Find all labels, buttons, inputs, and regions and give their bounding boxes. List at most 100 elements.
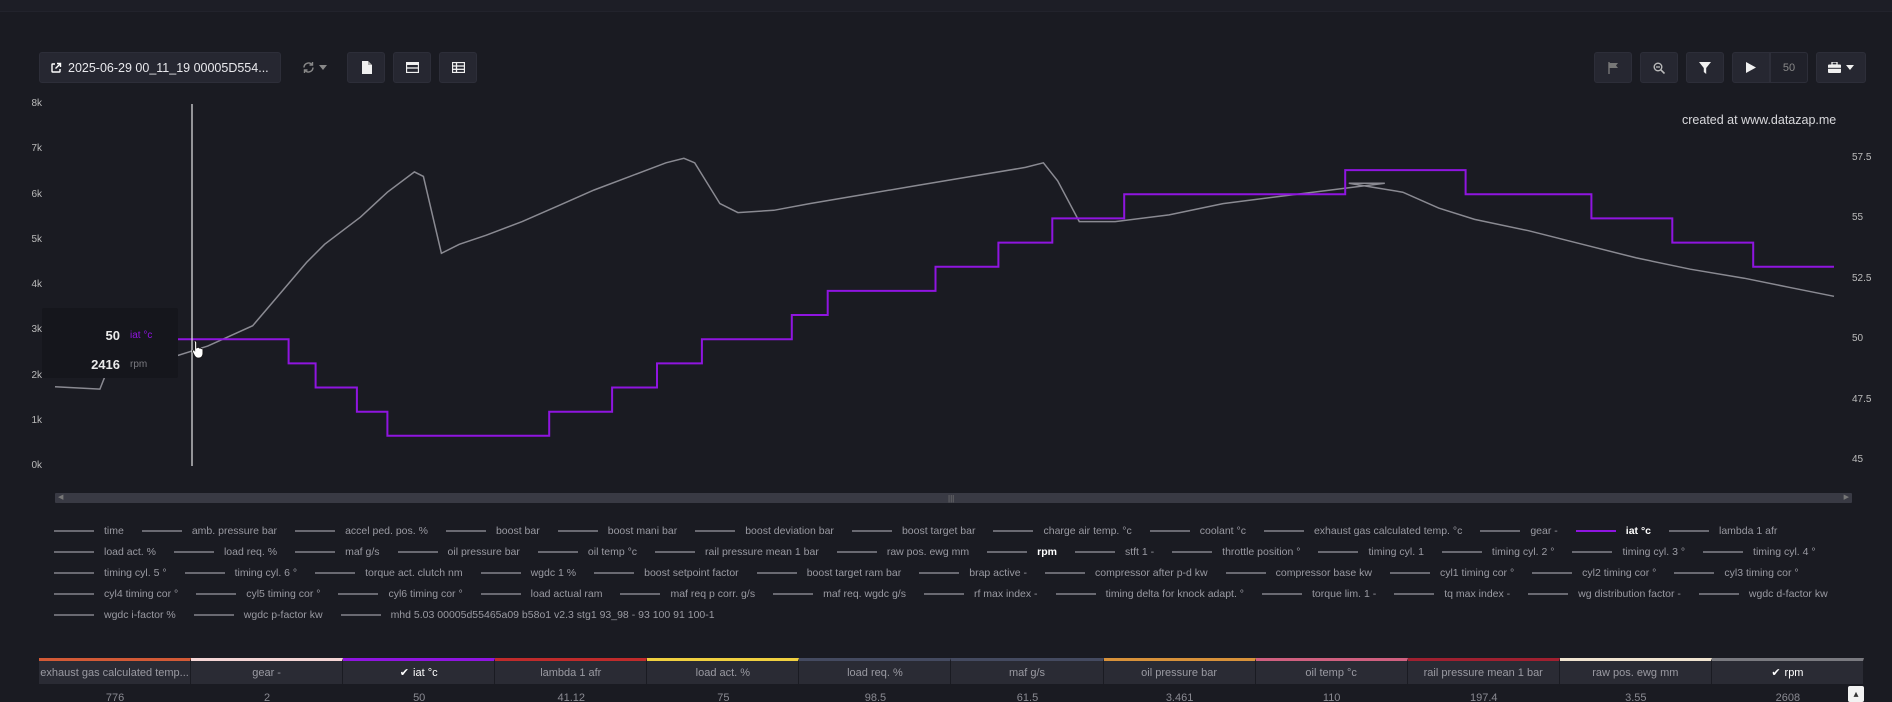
- legend-label: timing cyl. 4 °: [1753, 545, 1816, 558]
- legend-label: load actual ram: [530, 587, 603, 600]
- legend-item[interactable]: tq max index -: [1394, 583, 1510, 604]
- column-header[interactable]: load act. %: [647, 658, 800, 684]
- column-header[interactable]: lambda 1 afr: [495, 658, 648, 684]
- layout-button[interactable]: [393, 52, 431, 83]
- column-header[interactable]: load req. %: [799, 658, 952, 684]
- column-header[interactable]: gear -: [191, 658, 344, 684]
- legend-label: timing cyl. 6 °: [234, 566, 298, 579]
- legend-swatch: [295, 550, 336, 553]
- scroll-left-icon[interactable]: ◀: [58, 494, 64, 501]
- file-button[interactable]: [347, 52, 385, 83]
- collapse-icon[interactable]: ▴: [1848, 686, 1864, 702]
- legend-swatch: [851, 529, 892, 532]
- legend-item[interactable]: wgdc i-factor %: [54, 604, 176, 625]
- legend-swatch: [1318, 550, 1359, 553]
- legend-item[interactable]: raw pos. ewg mm: [836, 541, 969, 562]
- column-header[interactable]: oil pressure bar: [1103, 658, 1256, 684]
- legend-item[interactable]: cyl5 timing cor °: [196, 583, 320, 604]
- scroll-grip-icon[interactable]: |||: [948, 494, 955, 503]
- check-icon: ✔: [1771, 667, 1781, 679]
- legend-item[interactable]: throttle position °: [1172, 541, 1300, 562]
- legend-item[interactable]: brap active -: [919, 562, 1027, 583]
- legend-item[interactable]: exhaust gas calculated temp. °c: [1263, 520, 1462, 541]
- external-link-icon: [50, 62, 62, 74]
- legend-item[interactable]: load req. %: [173, 541, 277, 562]
- scroll-right-icon[interactable]: ▶: [1843, 494, 1849, 501]
- legend-item[interactable]: lambda 1 afr: [1669, 520, 1777, 541]
- legend-item[interactable]: torque act. clutch nm: [315, 562, 463, 583]
- legend-item[interactable]: cyl2 timing cor °: [1532, 562, 1656, 583]
- legend-item[interactable]: timing cyl. 2 °: [1441, 541, 1554, 562]
- legend-item[interactable]: cyl1 timing cor °: [1389, 562, 1514, 583]
- playback-speed-field[interactable]: 50: [1770, 52, 1808, 83]
- legend-item[interactable]: load actual ram: [480, 583, 603, 604]
- table-view-button[interactable]: [439, 52, 477, 83]
- legend-item[interactable]: boost target bar: [851, 520, 975, 541]
- column-header[interactable]: ✔ iat °c: [343, 658, 496, 684]
- legend-item[interactable]: boost deviation bar: [695, 520, 834, 541]
- legend-item[interactable]: torque lim. 1 -: [1262, 583, 1376, 604]
- hover-tooltip: 50 iat °c 2416 rpm: [42, 308, 178, 378]
- legend-swatch: [196, 592, 237, 595]
- legend-item[interactable]: mhd 5.03 00005d55465a09 b58o1 v2.3 stg1 …: [340, 604, 715, 625]
- legend-item[interactable]: rf max index -: [923, 583, 1038, 604]
- legend-item[interactable]: timing cyl. 5 °: [54, 562, 167, 583]
- tools-dropdown-button[interactable]: [1816, 52, 1866, 83]
- zoom-out-button[interactable]: [1640, 52, 1678, 83]
- legend-item[interactable]: rpm: [987, 541, 1057, 562]
- legend-item[interactable]: boost mani bar: [557, 520, 677, 541]
- legend-item[interactable]: maf g/s: [295, 541, 380, 562]
- legend-item[interactable]: timing cyl. 4 °: [1703, 541, 1816, 562]
- column-header[interactable]: rail pressure mean 1 bar: [1407, 658, 1560, 684]
- legend-item[interactable]: rail pressure mean 1 bar: [655, 541, 819, 562]
- legend-item[interactable]: wgdc d-factor kw: [1698, 583, 1828, 604]
- chart-scrollbar[interactable]: ◀ ||| ▶: [55, 493, 1852, 503]
- column-header[interactable]: raw pos. ewg mm: [1559, 658, 1712, 684]
- legend-item[interactable]: timing cyl. 3 °: [1572, 541, 1685, 562]
- legend-item[interactable]: boost setpoint factor: [594, 562, 739, 583]
- column-header[interactable]: maf g/s: [951, 658, 1104, 684]
- legend-item[interactable]: amb. pressure bar: [141, 520, 277, 541]
- column-header[interactable]: ✔ rpm: [1711, 658, 1864, 684]
- legend-item[interactable]: oil temp °c: [537, 541, 637, 562]
- legend-item[interactable]: load act. %: [54, 541, 156, 562]
- filter-button[interactable]: [1686, 52, 1724, 83]
- legend-item[interactable]: maf req. wgdc g/s: [773, 583, 906, 604]
- column-header[interactable]: exhaust gas calculated temp...: [39, 658, 192, 684]
- legend-label: throttle position °: [1222, 545, 1301, 558]
- legend-item[interactable]: compressor after p-d kw: [1045, 562, 1208, 583]
- legend-item[interactable]: wg distribution factor -: [1528, 583, 1681, 604]
- legend-item[interactable]: gear -: [1480, 520, 1558, 541]
- column-header[interactable]: oil temp °c: [1255, 658, 1408, 684]
- column-header-label: gear -: [252, 666, 281, 679]
- legend-item[interactable]: cyl4 timing cor °: [54, 583, 178, 604]
- legend-item[interactable]: cyl3 timing cor °: [1674, 562, 1799, 583]
- legend-item[interactable]: timing delta for knock adapt. °: [1055, 583, 1244, 604]
- legend-item[interactable]: time: [54, 520, 124, 541]
- legend-item[interactable]: cyl6 timing cor °: [338, 583, 463, 604]
- legend-item[interactable]: charge air temp. °c: [993, 520, 1132, 541]
- legend-item[interactable]: boost target ram bar: [756, 562, 901, 583]
- legend-label: compressor base kw: [1275, 566, 1372, 579]
- legend-label: compressor after p-d kw: [1095, 566, 1208, 579]
- legend-label: oil pressure bar: [447, 545, 520, 558]
- flag-button[interactable]: [1594, 52, 1632, 83]
- legend-item[interactable]: compressor base kw: [1225, 562, 1372, 583]
- legend-item[interactable]: oil pressure bar: [397, 541, 520, 562]
- legend-item[interactable]: coolant °c: [1149, 520, 1246, 541]
- legend-item[interactable]: iat °c: [1575, 520, 1651, 541]
- legend-item[interactable]: stft 1 -: [1074, 541, 1154, 562]
- play-button[interactable]: [1732, 52, 1770, 83]
- refresh-dropdown-button[interactable]: [289, 52, 339, 83]
- file-select-button[interactable]: 2025-06-29 00_11_19 00005D554...: [39, 52, 281, 83]
- legend-item[interactable]: maf req p corr. g/s: [620, 583, 755, 604]
- legend-item[interactable]: timing cyl. 6 °: [184, 562, 298, 583]
- legend-item[interactable]: wgdc 1 %: [480, 562, 577, 583]
- legend-label: wgdc 1 %: [530, 566, 577, 579]
- legend-label: boost bar: [495, 524, 540, 537]
- column-header-label: oil pressure bar: [1141, 666, 1217, 679]
- legend-item[interactable]: wgdc p-factor kw: [193, 604, 323, 625]
- legend-item[interactable]: boost bar: [445, 520, 540, 541]
- legend-item[interactable]: accel ped. pos. %: [295, 520, 428, 541]
- legend-item[interactable]: timing cyl. 1: [1318, 541, 1424, 562]
